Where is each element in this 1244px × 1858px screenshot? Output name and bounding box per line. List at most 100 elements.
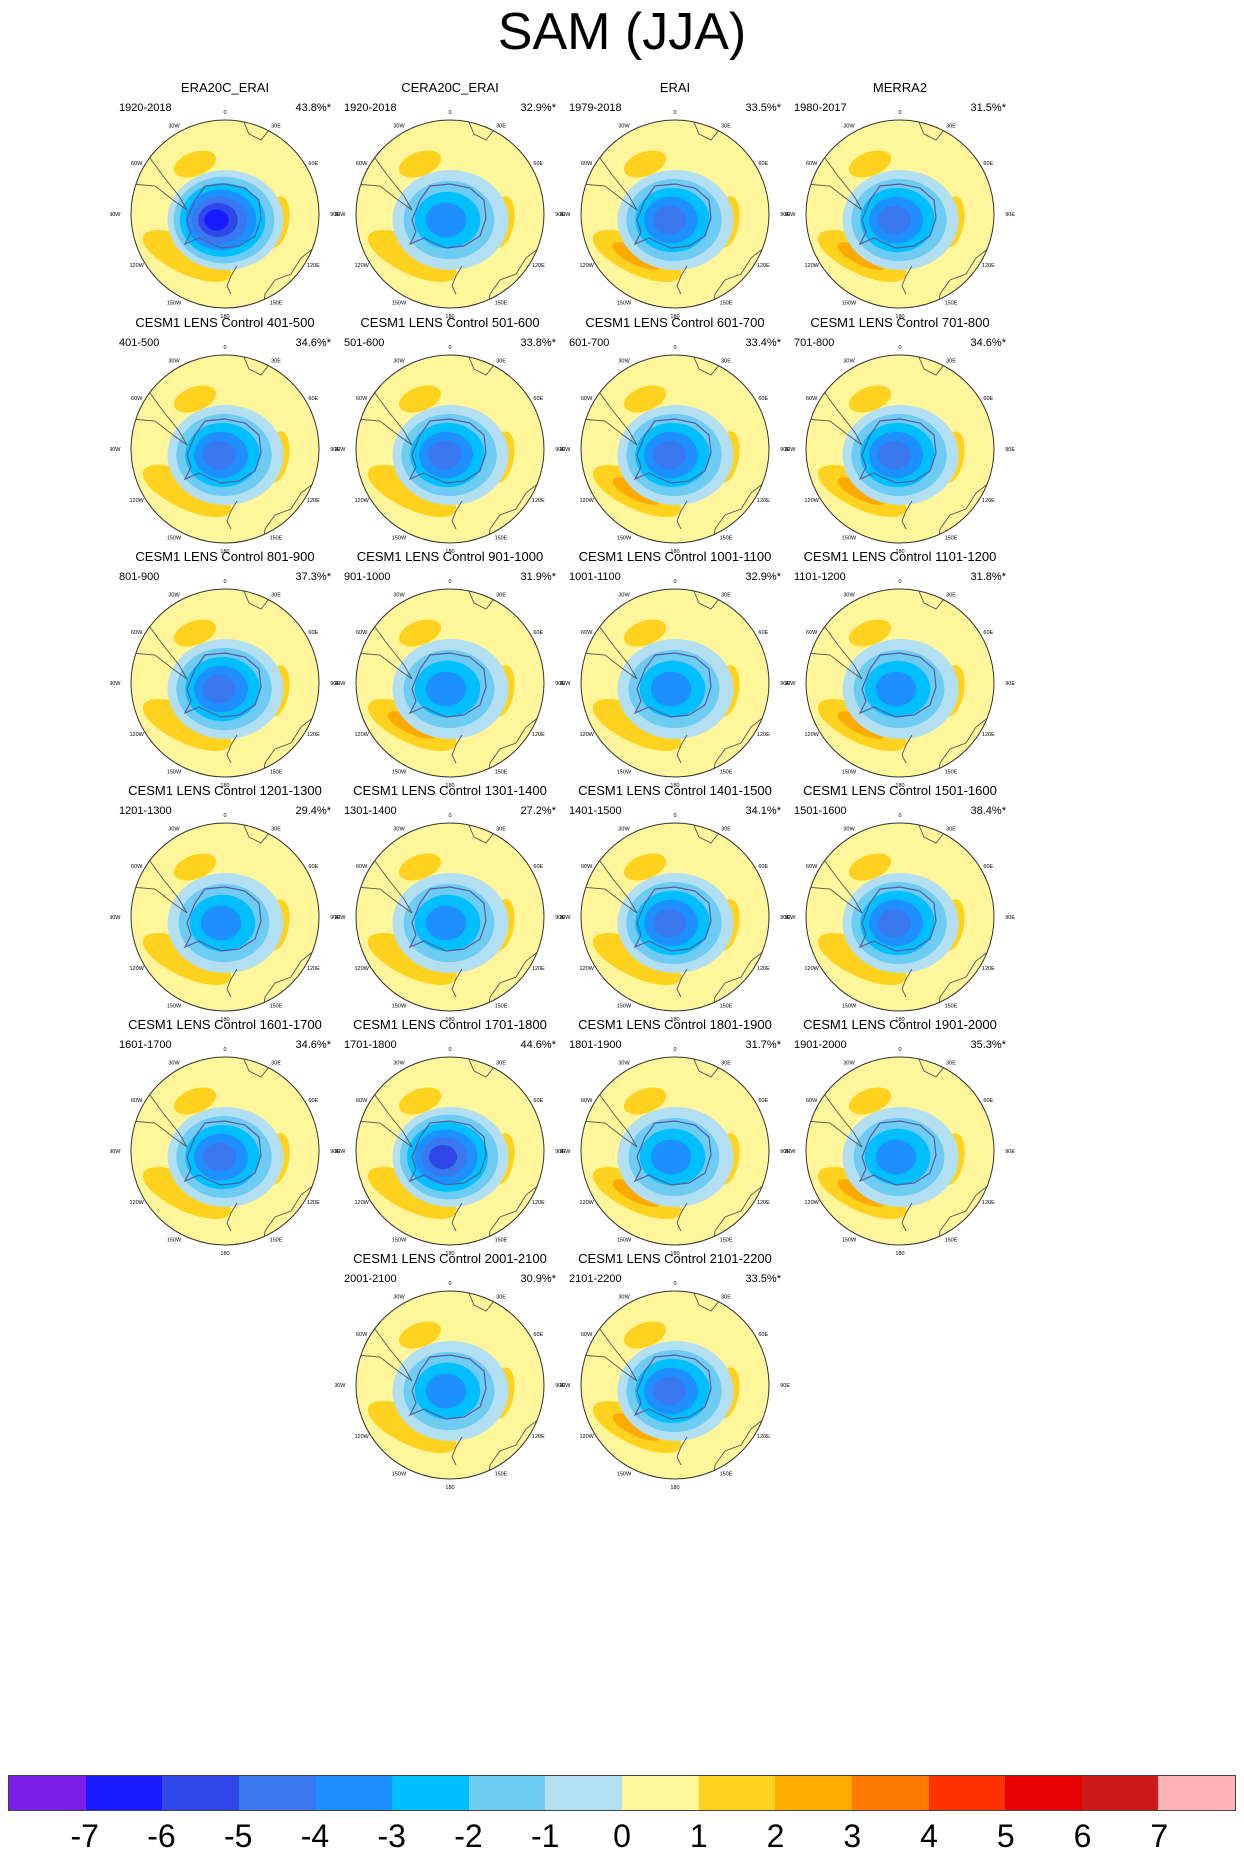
longitude-label: 90E <box>330 447 340 453</box>
antarctica-coastline <box>408 886 487 952</box>
panel-title: CESM1 LENS Control 901-1000 <box>356 549 544 564</box>
australia-coastline <box>712 946 769 1011</box>
antarctica-coastline <box>183 1120 262 1186</box>
map-panel: CESM1 LENS Control 1101-1200 1101-1200 31.… <box>770 549 1030 819</box>
longitude-label: 30E <box>496 359 506 365</box>
polar-map: 0 30E 60E 90E 120E 150E 180 150W 120W 90W 60W 30W <box>785 110 1015 320</box>
longitude-label: 90W <box>110 1149 121 1155</box>
longitude-label: 120E <box>757 1434 770 1440</box>
panel-period: 1901-2000 <box>794 1039 847 1051</box>
longitude-label: 0 <box>673 1281 676 1287</box>
longitude-label: 150E <box>270 1237 283 1243</box>
longitude-label: 30E <box>946 593 956 599</box>
longitude-label: 30E <box>721 1061 731 1067</box>
colorbar-segment <box>85 1776 163 1810</box>
longitude-label: 90W <box>335 447 346 453</box>
polar-map: 0 30E 60E 90E 120E 150E 180 150W 120W 90W 60W 30W <box>335 579 565 789</box>
new-zealand-coastline <box>676 1436 688 1466</box>
longitude-label: 120E <box>307 1200 320 1206</box>
australia-coastline <box>937 1180 994 1245</box>
polar-map: 0 30E 60E 90E 120E 150E 180 150W 120W 90W 60W 30W <box>560 110 790 320</box>
new-zealand-coastline <box>901 500 913 530</box>
figure-title: SAM (JJA) <box>497 3 747 61</box>
longitude-label: 60E <box>758 630 768 636</box>
negative-anomaly-contour <box>204 209 229 231</box>
colorbar-segment <box>545 1776 622 1810</box>
longitude-label: 90E <box>1005 915 1015 921</box>
longitude-label: 60E <box>308 396 318 402</box>
longitude-label: 120E <box>982 732 995 738</box>
map-frame <box>580 822 770 1012</box>
polar-map: 0 30E 60E 90E 120E 150E 180 150W 120W 90W 60W 30W <box>335 1047 565 1257</box>
longitude-label: 120W <box>804 966 819 972</box>
longitude-label: 90E <box>780 212 790 218</box>
longitude-label: 30W <box>843 124 855 130</box>
colorbar-tick-label: 3 <box>843 1818 862 1854</box>
longitude-label: 0 <box>898 345 901 351</box>
panel-variance-percent: 33.5%* <box>745 102 781 114</box>
longitude-label: 60E <box>533 1332 543 1338</box>
longitude-label: 150W <box>842 300 857 306</box>
polar-map: 0 30E 60E 90E 120E 150E 180 150W 120W 90W 60W 30W <box>335 1281 565 1491</box>
positive-anomaly-region <box>173 1087 217 1115</box>
map-frame <box>355 822 545 1012</box>
map-frame <box>355 354 545 544</box>
panel-variance-percent: 43.8%* <box>295 102 331 114</box>
colorbar-segment <box>851 1776 929 1810</box>
panel-variance-percent: 31.5%* <box>970 102 1006 114</box>
longitude-label: 120W <box>354 732 369 738</box>
panel-period: 1201-1300 <box>119 805 172 817</box>
longitude-label: 0 <box>673 345 676 351</box>
panel-title: CESM1 LENS Control 1001-1100 <box>578 549 772 564</box>
longitude-label: 150E <box>720 1471 733 1477</box>
longitude-label: 120W <box>129 263 144 269</box>
longitude-label: 60W <box>356 396 368 402</box>
panel-period: 401-500 <box>119 337 160 349</box>
longitude-label: 150W <box>167 1237 182 1243</box>
longitude-label: 150W <box>617 300 632 306</box>
panel-period: 701-800 <box>794 337 835 349</box>
longitude-label: 0 <box>223 579 226 585</box>
map-frame <box>130 354 320 544</box>
antarctica-coastline <box>408 183 487 249</box>
longitude-label: 30W <box>843 593 855 599</box>
negative-anomaly-contour <box>650 1139 692 1175</box>
longitude-label: 60E <box>308 630 318 636</box>
map-frame <box>130 1056 320 1246</box>
longitude-label: 60W <box>356 630 368 636</box>
longitude-label: 0 <box>448 813 451 819</box>
longitude-label: 150W <box>617 1471 632 1477</box>
negative-anomaly-contour <box>652 205 687 235</box>
negative-anomaly-contour <box>202 674 237 704</box>
map-frame <box>130 588 320 778</box>
polar-map: 0 30E 60E 90E 120E 150E 180 150W 120W 90W 60W 30W <box>785 579 1015 789</box>
panel-title: CESM1 LENS Control 801-900 <box>135 549 315 564</box>
panel-title: CESM1 LENS Control 1301-1400 <box>353 783 547 798</box>
longitude-label: 120E <box>532 1434 545 1440</box>
longitude-label: 0 <box>223 1047 226 1053</box>
polar-map: 0 30E 60E 90E 120E 150E 180 150W 120W 90W 60W 30W <box>335 110 565 320</box>
map-frame <box>580 588 770 778</box>
longitude-label: 180 <box>220 1017 229 1023</box>
positive-anomaly-region <box>623 853 667 881</box>
map-panel: CESM1 LENS Control 1901-2000 1901-2000 35.… <box>770 1017 1030 1287</box>
polar-map: 0 30E 60E 90E 120E 150E 180 150W 120W 90W 60W 30W <box>110 579 340 789</box>
positive-anomaly-region <box>398 853 442 881</box>
longitude-label: 30W <box>168 827 180 833</box>
longitude-label: 90E <box>780 681 790 687</box>
longitude-label: 30W <box>618 124 630 130</box>
longitude-label: 120W <box>354 966 369 972</box>
longitude-label: 30E <box>496 1061 506 1067</box>
longitude-label: 120E <box>307 732 320 738</box>
longitude-label: 30W <box>168 359 180 365</box>
longitude-label: 180 <box>670 1485 679 1491</box>
longitude-label: 90E <box>555 915 565 921</box>
new-zealand-coastline <box>676 1202 688 1232</box>
longitude-label: 120E <box>757 1200 770 1206</box>
longitude-label: 120E <box>307 263 320 269</box>
longitude-label: 60E <box>533 161 543 167</box>
longitude-label: 180 <box>670 549 679 555</box>
longitude-label: 0 <box>898 110 901 116</box>
australia-coastline <box>937 946 994 1011</box>
colorbar-tick-label: -6 <box>147 1818 176 1854</box>
